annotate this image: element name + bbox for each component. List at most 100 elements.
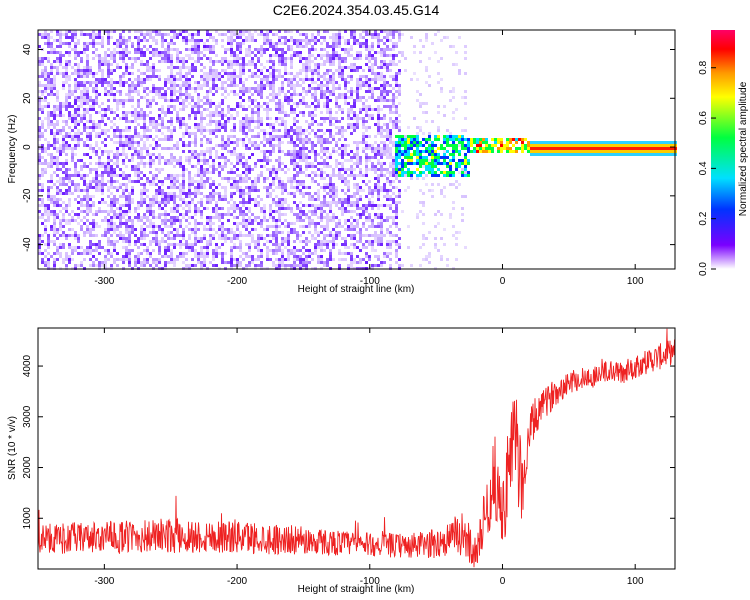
spectrogram-cell <box>44 168 47 171</box>
spectrogram-cell <box>185 42 188 45</box>
spectrogram-cell <box>131 228 134 231</box>
spectrogram-cell <box>245 126 248 129</box>
spectrogram-cell <box>314 108 317 111</box>
spectrogram-cell <box>239 69 242 72</box>
spectrogram-cell <box>86 66 89 69</box>
spectrogram-cell <box>176 96 179 99</box>
spectrogram-cell <box>374 30 377 33</box>
spectrogram-cell <box>50 66 53 69</box>
spectrogram-cell <box>236 183 239 186</box>
spectrogram-cell <box>38 144 41 147</box>
spectrogram-cell <box>323 171 326 174</box>
spectrogram-cell <box>41 222 44 225</box>
spectrogram-cell <box>161 57 164 60</box>
spectrogram-cell <box>56 90 59 93</box>
spectrogram-cell <box>152 84 155 87</box>
spectrogram-cell <box>338 258 341 261</box>
spectrogram-cell <box>302 204 305 207</box>
spectrogram-cell <box>86 186 89 189</box>
spectrogram-cell <box>131 63 134 66</box>
spectrogram-cell <box>302 87 305 90</box>
spectrogram-cell <box>248 243 251 246</box>
spectrogram-cell <box>137 132 140 135</box>
spectrogram-cell <box>377 78 380 81</box>
spectrogram-cell <box>149 162 152 165</box>
spectrogram-cell <box>248 69 251 72</box>
spectrogram-cell <box>131 42 134 45</box>
spectrogram-cell <box>335 201 338 204</box>
spectrogram-cell <box>257 102 260 105</box>
spectrogram-cell <box>329 114 332 117</box>
spectrogram-cell <box>188 183 191 186</box>
spectrogram-cell <box>107 150 110 153</box>
spectrogram-cell <box>326 204 329 207</box>
spectrogram-cell <box>338 162 341 165</box>
spectrogram-cell <box>188 171 191 174</box>
spectrogram-cell <box>299 33 302 36</box>
spectrogram-cell <box>92 150 95 153</box>
spectrogram-cell <box>197 186 200 189</box>
spectrogram-cell <box>74 114 77 117</box>
spectrogram-cell <box>227 105 230 108</box>
spectrogram-cell <box>161 231 164 234</box>
spectrogram-cell <box>266 168 269 171</box>
spectrogram-cell <box>221 231 224 234</box>
spectrogram-cell <box>56 96 59 99</box>
spectrogram-cell <box>236 246 239 249</box>
spectrogram-cell <box>239 81 242 84</box>
spectrogram-cell <box>230 198 233 201</box>
spectrogram-cell <box>287 129 290 132</box>
spectrogram-cell <box>152 249 155 252</box>
spectrogram-cell <box>122 51 125 54</box>
spectrogram-cell <box>86 90 89 93</box>
spectrogram-cell <box>359 117 362 120</box>
spectrogram-cell <box>89 162 92 165</box>
spectrogram-cell <box>194 150 197 153</box>
spectrogram-cell <box>170 261 173 264</box>
spectrogram-cell <box>53 87 56 90</box>
spectrogram-cell <box>314 87 317 90</box>
spectrogram-cell <box>308 156 311 159</box>
spectrogram-cell <box>143 198 146 201</box>
spectrogram-cell <box>44 147 47 150</box>
spectrogram-cell <box>323 93 326 96</box>
spectrogram-cell <box>80 264 83 267</box>
spectrogram-cell <box>107 39 110 42</box>
spectrogram-cell <box>218 156 221 159</box>
spectrogram-cell <box>269 150 272 153</box>
spectrogram-cell <box>53 117 56 120</box>
spectrogram-cell <box>128 264 131 267</box>
spectrogram-cell <box>65 234 68 237</box>
spectrogram-cell <box>182 237 185 240</box>
spectrogram-cell <box>113 261 116 264</box>
spectrogram-cell <box>152 222 155 225</box>
spectrogram-cell <box>86 120 89 123</box>
spectrogram-cell <box>305 57 308 60</box>
spectrogram-cell <box>95 96 98 99</box>
spectrogram-cell <box>338 54 341 57</box>
spectrogram-cell <box>86 165 89 168</box>
spectrogram-cell <box>302 114 305 117</box>
spectrogram-cell <box>74 264 77 267</box>
spectrogram-cell <box>83 96 86 99</box>
spectrogram-cell <box>68 168 71 171</box>
spectrogram-cell <box>161 228 164 231</box>
spectrogram-cell <box>119 174 122 177</box>
spectrogram-cell <box>377 51 380 54</box>
spectrogram-cell <box>194 39 197 42</box>
spectrogram-cell <box>233 93 236 96</box>
spectrogram-cell <box>92 42 95 45</box>
spectrogram-cell <box>287 99 290 102</box>
spectrogram-cell <box>236 111 239 114</box>
spectrogram-cell <box>320 174 323 177</box>
spectrogram-cell <box>62 183 65 186</box>
spectrogram-cell <box>83 252 86 255</box>
spectrogram-cell <box>56 30 59 33</box>
spectrogram-cell <box>65 222 68 225</box>
spectrogram-cell <box>281 180 284 183</box>
spectrogram-cell <box>50 225 53 228</box>
spectrogram-cell <box>230 84 233 87</box>
spectrogram-cell <box>47 180 50 183</box>
spectrogram-cell <box>290 36 293 39</box>
spectrogram-cell <box>356 66 359 69</box>
